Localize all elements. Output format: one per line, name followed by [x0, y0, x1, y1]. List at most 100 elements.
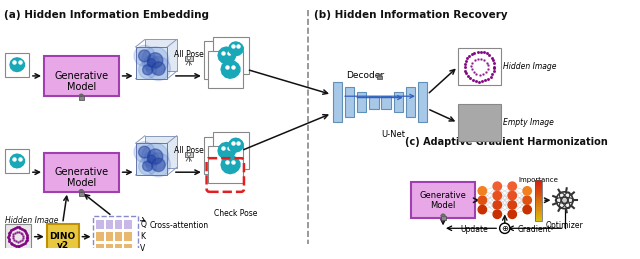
Bar: [213, 37, 249, 74]
Bar: [534, 195, 542, 196]
Bar: [534, 199, 542, 200]
Circle shape: [478, 205, 486, 214]
Circle shape: [148, 53, 163, 68]
Circle shape: [147, 59, 156, 67]
Bar: [534, 181, 542, 182]
Circle shape: [523, 196, 531, 204]
Circle shape: [148, 149, 163, 164]
Text: All Pose: All Pose: [174, 146, 204, 155]
Circle shape: [493, 210, 502, 219]
Bar: [357, 92, 367, 112]
Bar: [534, 203, 542, 204]
Circle shape: [152, 158, 165, 171]
Polygon shape: [136, 143, 167, 175]
Bar: [47, 224, 79, 250]
Polygon shape: [145, 39, 177, 71]
Bar: [79, 192, 84, 196]
Text: Hidden Image: Hidden Image: [4, 216, 58, 225]
Bar: [534, 182, 542, 183]
Bar: [79, 96, 84, 100]
Bar: [96, 244, 104, 254]
Bar: [4, 224, 31, 250]
Polygon shape: [228, 42, 243, 56]
Polygon shape: [218, 47, 236, 64]
Polygon shape: [10, 58, 24, 71]
Text: Cross-attention: Cross-attention: [150, 221, 209, 230]
Circle shape: [508, 210, 516, 219]
Bar: [412, 183, 475, 218]
Bar: [534, 216, 542, 217]
Bar: [534, 218, 542, 219]
Circle shape: [561, 197, 568, 204]
Text: Model: Model: [67, 82, 96, 92]
Text: Decoder: Decoder: [346, 71, 385, 80]
Bar: [534, 189, 542, 190]
Polygon shape: [221, 60, 240, 78]
Bar: [534, 205, 542, 206]
Polygon shape: [218, 142, 236, 159]
Bar: [534, 194, 542, 195]
Bar: [204, 41, 239, 79]
Text: v2: v2: [56, 241, 68, 250]
Circle shape: [144, 152, 159, 167]
Circle shape: [143, 65, 153, 75]
Bar: [534, 215, 542, 217]
Bar: [345, 87, 355, 117]
Bar: [534, 209, 542, 210]
Text: Empty Image: Empty Image: [503, 118, 554, 127]
Circle shape: [152, 62, 165, 75]
Bar: [534, 186, 542, 188]
Polygon shape: [228, 138, 243, 152]
Text: V: V: [140, 244, 145, 253]
Circle shape: [523, 187, 531, 195]
Bar: [534, 183, 542, 184]
Circle shape: [147, 56, 170, 81]
Bar: [204, 137, 239, 174]
Polygon shape: [136, 47, 167, 79]
Circle shape: [144, 55, 159, 70]
Bar: [377, 76, 382, 79]
Bar: [534, 184, 542, 185]
Circle shape: [143, 161, 153, 171]
Bar: [534, 214, 542, 215]
Bar: [534, 180, 542, 221]
Text: Update: Update: [460, 226, 488, 234]
Text: Model: Model: [67, 178, 96, 188]
Bar: [534, 206, 542, 207]
Bar: [534, 201, 542, 202]
Bar: [534, 188, 542, 189]
Text: Model: Model: [430, 201, 456, 210]
Bar: [440, 216, 445, 220]
Bar: [124, 232, 132, 241]
Bar: [534, 191, 542, 192]
Bar: [534, 193, 542, 194]
Text: (b) Hidden Information Recovery: (b) Hidden Information Recovery: [314, 10, 508, 20]
Bar: [44, 56, 118, 96]
Polygon shape: [221, 156, 240, 174]
Bar: [115, 232, 122, 241]
Circle shape: [493, 191, 502, 200]
Text: DINO: DINO: [49, 232, 76, 241]
Bar: [44, 153, 118, 192]
Bar: [534, 202, 542, 203]
Bar: [534, 180, 542, 181]
Bar: [534, 220, 542, 221]
Circle shape: [139, 157, 157, 175]
Bar: [185, 152, 193, 157]
Bar: [534, 192, 542, 193]
Bar: [106, 244, 113, 254]
Circle shape: [139, 61, 157, 79]
Bar: [534, 207, 542, 208]
Circle shape: [134, 45, 155, 66]
Bar: [534, 200, 542, 202]
Bar: [534, 208, 542, 209]
Bar: [4, 53, 29, 77]
Text: Gradient: Gradient: [518, 226, 552, 234]
Bar: [534, 213, 542, 214]
Bar: [96, 232, 104, 241]
Circle shape: [187, 153, 191, 156]
Bar: [115, 244, 122, 254]
Circle shape: [556, 192, 573, 209]
Bar: [534, 198, 542, 200]
Circle shape: [147, 155, 156, 163]
